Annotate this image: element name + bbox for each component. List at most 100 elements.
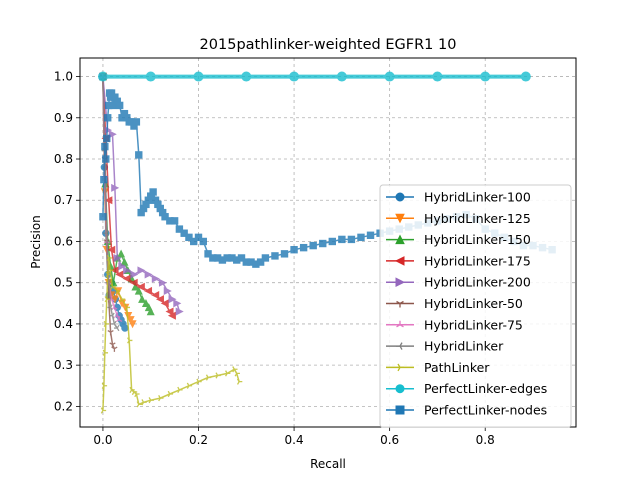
legend-entry: HybridLinker-200 [386,275,531,290]
series-pathlinker [100,254,243,414]
legend-label: PathLinker [424,360,490,375]
y-tick-label: 0.4 [54,317,73,331]
data-point-pathlinker [177,386,183,394]
x-tick-label: 0.0 [93,433,112,447]
data-point-perfectlinker-nodes [175,225,184,233]
data-point-pathlinker [105,271,111,278]
data-point-hybridlinker [111,320,117,328]
legend-marker [394,256,405,266]
data-point-perfectlinker-nodes [328,237,337,246]
data-point-perfectlinker-nodes [149,188,157,196]
data-point-hybridlinker-200 [151,274,160,283]
data-point-pathlinker [124,304,131,311]
data-point-hybridlinker-125 [110,295,119,304]
data-point-hybridlinker-175 [155,295,164,304]
data-point-perfectlinker-nodes [290,246,298,254]
data-point-perfectlinker-nodes [309,241,317,250]
legend-marker [395,384,405,394]
data-point-hybridlinker-200 [158,278,167,287]
data-point-perfectlinker-nodes [271,252,279,260]
data-point-hybridlinker-175 [122,274,131,283]
data-point-pathlinker [103,320,110,328]
legend-label: HybridLinker-125 [424,211,531,226]
y-tick-label: 0.7 [54,193,73,207]
y-tick-label: 0.3 [54,358,73,372]
data-point-perfectlinker-nodes [261,254,270,262]
x-tick-label: 0.4 [285,433,304,447]
legend-entry: HybridLinker-100 [386,190,531,205]
legend-entry: PerfectLinker-edges [386,381,547,396]
y-tick-label: 0.9 [54,111,73,125]
data-point-hybridlinker-150 [141,298,150,308]
data-point-hybridlinker-125 [126,316,135,325]
data-point-perfectlinker-nodes [115,101,124,110]
data-point-hybridlinker-200 [118,262,127,271]
series-hybridlinker-175 [98,72,176,320]
x-tick-label: 0.6 [380,433,399,447]
data-point-hybridlinker-175 [129,278,138,287]
legend-label: HybridLinker-175 [424,253,531,268]
data-point-perfectlinker-nodes [132,118,141,126]
data-point-pathlinker [102,349,109,356]
data-point-hybridlinker-175 [165,307,174,316]
data-point-hybridlinker [114,324,120,332]
data-point-perfectlinker-nodes [102,155,110,163]
y-axis-label: Precision [29,215,43,269]
data-point-perfectlinker-edges [145,71,156,82]
series-perfectlinker-edges [97,71,531,82]
legend-label: PerfectLinker-edges [424,381,547,396]
y-tick-label: 0.2 [54,399,73,413]
data-point-pathlinker [127,337,133,344]
data-point-hybridlinker-175 [151,291,160,300]
data-point-perfectlinker-nodes [366,231,375,239]
data-point-hybridlinker-200 [168,295,177,304]
data-point-hybridlinker-150 [138,294,147,303]
data-point-hybridlinker-200 [130,270,139,279]
data-point-perfectlinker-edges [432,71,443,82]
data-point-pathlinker [186,382,193,389]
chart-title: 2015pathlinker-weighted EGFR1 10 [200,37,457,53]
data-point-hybridlinker-200 [113,253,122,262]
data-point-perfectlinker-nodes [204,250,212,258]
y-axis-ticks: 0.2 0.3 0.4 0.5 0.6 0.7 0.8 0.9 1.0 [54,70,80,413]
data-point-pathlinker [196,378,202,385]
data-point-perfectlinker-edges [97,71,108,82]
data-point-hybridlinker-200 [111,183,120,192]
data-point-hybridlinker-150 [146,307,155,316]
data-point-hybridlinker-50 [111,346,118,352]
x-axis-ticks: 0.0 0.2 0.4 0.6 0.8 [93,427,495,447]
data-point-pathlinker [148,397,154,404]
data-point-perfectlinker-nodes [101,142,109,151]
data-point-hybridlinker-175 [167,311,176,320]
data-point-hybridlinker-200 [123,266,132,275]
x-tick-label: 0.8 [476,433,495,447]
data-point-hybridlinker-175 [144,286,153,295]
data-point-hybridlinker-175 [104,196,113,205]
legend-marker [395,405,405,415]
data-point-hybridlinker-200 [173,299,182,308]
data-point-pathlinker [106,254,112,262]
data-point-perfectlinker-nodes [161,213,169,221]
data-point-hybridlinker-200 [108,130,117,139]
data-point-perfectlinker-nodes [299,243,308,252]
data-point-perfectlinker-nodes [199,237,207,246]
data-point-hybridlinker-175 [107,245,116,254]
data-point-perfectlinker-nodes [190,237,198,246]
legend-entry: HybridLinker-50 [386,296,523,311]
legend-marker [396,320,404,328]
data-point-perfectlinker-nodes [185,233,193,242]
data-point-hybridlinker-175 [115,270,124,279]
data-point-perfectlinker-nodes [180,229,188,237]
legend-marker [395,277,406,288]
data-point-hybridlinker-175 [160,299,169,308]
data-point-perfectlinker-nodes [280,250,289,258]
y-tick-label: 0.8 [54,152,73,166]
legend-label: HybridLinker-150 [424,232,531,247]
legend-entry: PerfectLinker-nodes [386,403,547,418]
legend-label: HybridLinker-100 [424,190,531,205]
data-point-hybridlinker [103,230,109,237]
data-point-perfectlinker-nodes [108,101,117,110]
data-point-perfectlinker-nodes [347,235,356,244]
legend-marker [395,234,405,245]
data-point-hybridlinker [107,304,113,311]
